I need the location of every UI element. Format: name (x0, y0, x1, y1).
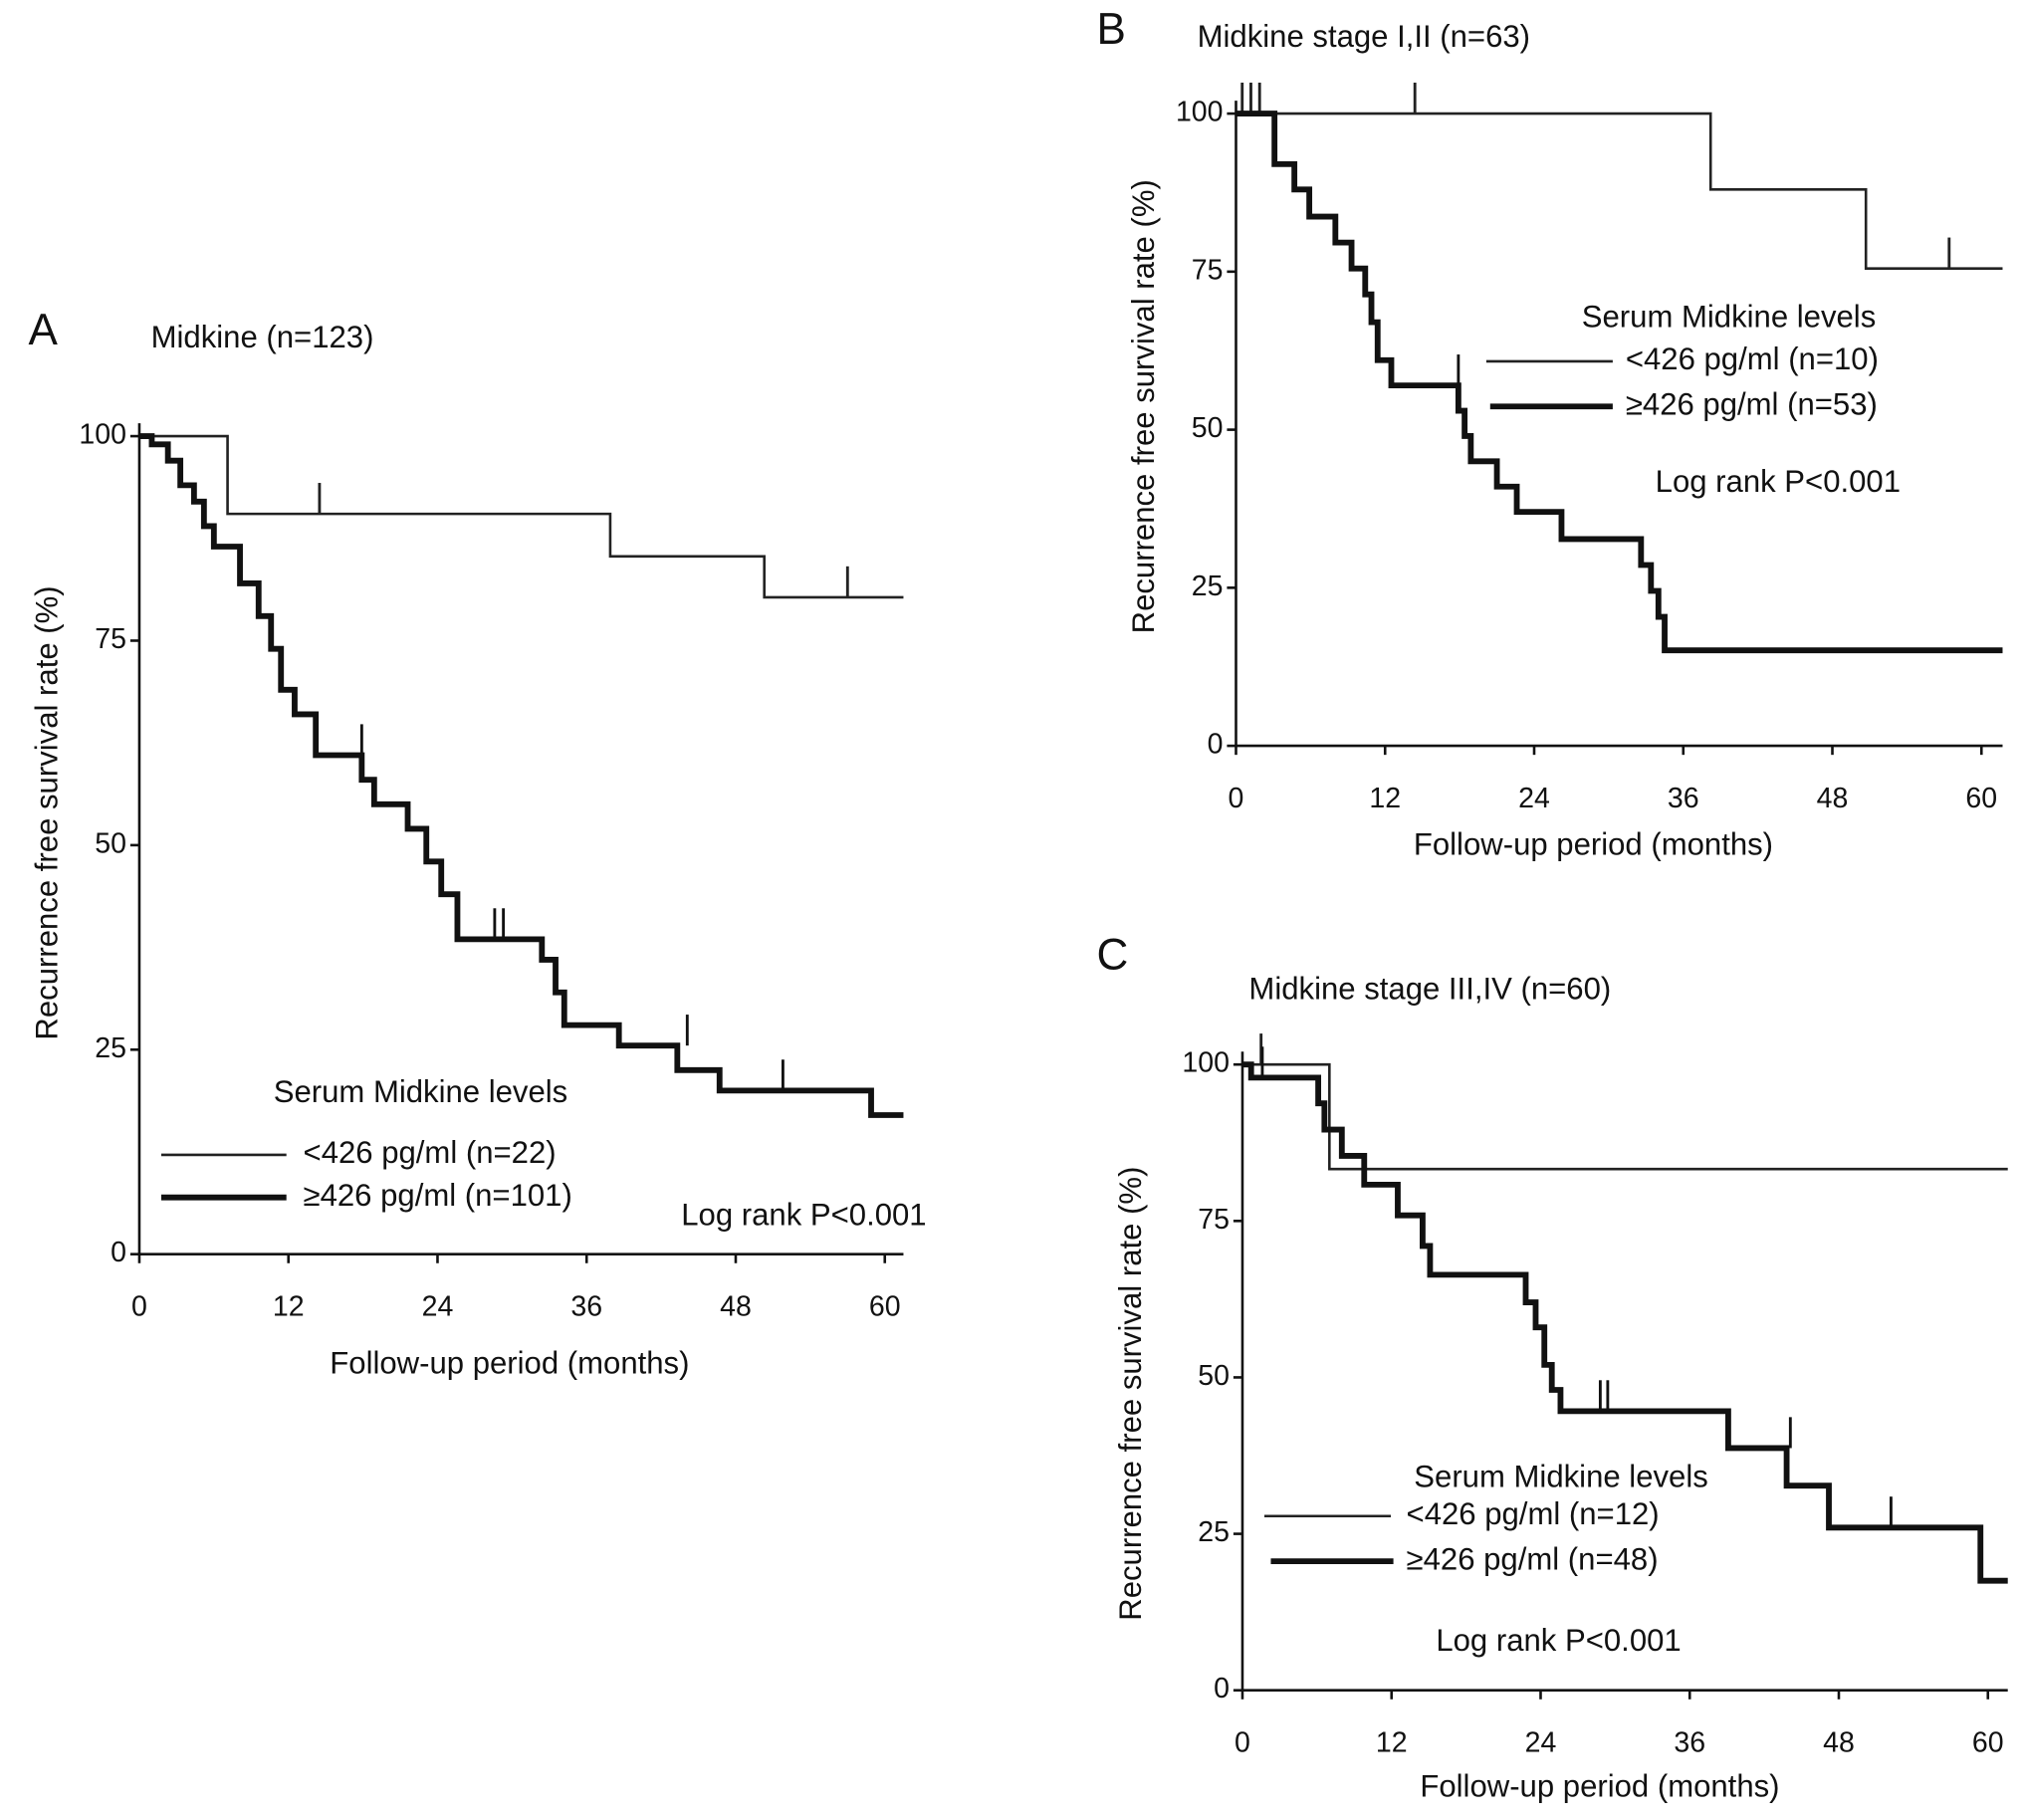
annotation: Log rank P<0.001 (1656, 464, 1901, 499)
y-tick-label: 50 (1192, 412, 1224, 444)
survival-curve (138, 433, 904, 1118)
y-axis-label: Recurrence free survival rate (%) (29, 585, 64, 1039)
x-tick-label: 12 (273, 1291, 305, 1323)
annotation: Log rank P<0.001 (1436, 1623, 1681, 1658)
legend-label: <426 pg/ml (n=12) (1407, 1496, 1660, 1531)
y-tick-label: 25 (95, 1032, 126, 1064)
y-tick-label: 75 (1198, 1204, 1230, 1236)
chart-title: Midkine stage I,II (n=63) (1198, 19, 1530, 54)
x-tick-label: 36 (1668, 783, 1699, 814)
legend-title: Serum Midkine levels (1414, 1459, 1708, 1493)
x-tick-label: 12 (1369, 783, 1401, 814)
x-tick-label: 0 (1229, 783, 1244, 814)
x-axis-label: Follow-up period (months) (1420, 1768, 1779, 1803)
annotation: Log rank P<0.001 (681, 1197, 926, 1232)
x-tick-label: 0 (1235, 1727, 1250, 1759)
x-tick-label: 48 (1823, 1727, 1855, 1759)
legend-label: ≥426 pg/ml (n=48) (1407, 1541, 1659, 1576)
survival-curve (1236, 112, 2003, 270)
chart-title: Midkine stage III,IV (n=60) (1248, 972, 1611, 1007)
x-tick-label: 60 (1972, 1727, 2004, 1759)
legend-title: Serum Midkine levels (274, 1074, 568, 1109)
y-tick-label: 0 (1208, 729, 1224, 761)
legend-label: ≥426 pg/ml (n=53) (1626, 386, 1878, 421)
x-axis-label: Follow-up period (months) (1414, 826, 1773, 861)
x-tick-label: 48 (720, 1291, 752, 1323)
survival-curve (1241, 1062, 2008, 1171)
survival-curve (138, 434, 904, 599)
legend-label: <426 pg/ml (n=22) (304, 1135, 557, 1170)
y-tick-label: 50 (1198, 1360, 1230, 1392)
x-tick-label: 36 (570, 1291, 602, 1323)
y-tick-label: 25 (1192, 570, 1224, 602)
panel-label: A (29, 306, 59, 354)
x-tick-label: 24 (1525, 1727, 1557, 1759)
x-axis-label: Follow-up period (months) (330, 1345, 689, 1380)
legend-label: <426 pg/ml (n=10) (1626, 341, 1879, 376)
chart-title: Midkine (n=123) (151, 320, 374, 354)
y-tick-label: 0 (111, 1237, 126, 1268)
x-tick-label: 60 (1965, 783, 1997, 814)
legend-label: ≥426 pg/ml (n=101) (304, 1178, 572, 1213)
panel-label: B (1097, 5, 1126, 54)
panel-label: C (1097, 930, 1129, 979)
x-tick-label: 0 (131, 1291, 147, 1323)
survival-curve (1241, 1061, 2008, 1584)
x-tick-label: 60 (869, 1291, 901, 1323)
legend-title: Serum Midkine levels (1582, 299, 1877, 334)
x-tick-label: 12 (1376, 1727, 1408, 1759)
x-tick-label: 24 (422, 1291, 454, 1323)
y-tick-label: 100 (1176, 97, 1224, 128)
y-tick-label: 100 (79, 419, 126, 451)
x-tick-label: 36 (1674, 1727, 1705, 1759)
y-tick-label: 0 (1214, 1673, 1230, 1705)
x-tick-label: 48 (1817, 783, 1849, 814)
y-tick-label: 75 (95, 623, 126, 655)
y-tick-label: 50 (95, 827, 126, 859)
x-tick-label: 24 (1518, 783, 1550, 814)
y-tick-label: 75 (1192, 254, 1224, 286)
y-axis-label: Recurrence free survival rate (%) (1126, 179, 1161, 633)
y-tick-label: 100 (1182, 1047, 1230, 1079)
survival-curve (1236, 111, 2003, 654)
y-axis-label: Recurrence free survival rate (%) (1113, 1167, 1148, 1621)
y-tick-label: 25 (1198, 1516, 1230, 1548)
